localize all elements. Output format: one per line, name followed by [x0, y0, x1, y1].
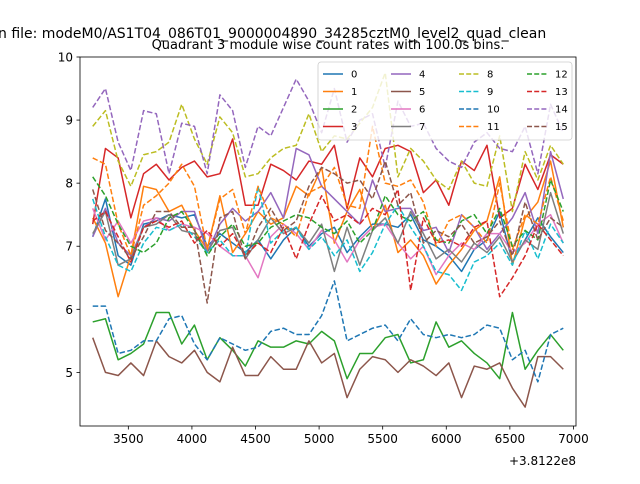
y-tick-label: 10 — [58, 51, 73, 65]
legend-label-5: 5 — [419, 87, 425, 98]
series-line-8 — [92, 72, 564, 213]
legend-label-7: 7 — [419, 122, 425, 133]
legend-label-8: 8 — [487, 70, 493, 81]
legend-label-3: 3 — [351, 122, 357, 133]
series-line-4 — [92, 147, 565, 257]
series-line-9 — [92, 185, 564, 292]
series-line-15 — [92, 160, 564, 304]
x-tick-label: 7000 — [558, 432, 589, 446]
series-line-5 — [92, 337, 564, 408]
series-line-13 — [92, 188, 564, 298]
figure-suptitle: n file: modeM0/AS1T04_086T01_9000004890_… — [0, 26, 546, 42]
x-tick-label: 4500 — [240, 432, 271, 446]
legend-label-1: 1 — [351, 87, 357, 98]
y-tick-label: 7 — [65, 240, 73, 254]
legend-label-6: 6 — [419, 105, 425, 116]
y-tick-label: 6 — [65, 303, 73, 317]
legend-label-2: 2 — [351, 105, 357, 116]
series-line-7 — [92, 191, 564, 273]
legend-label-4: 4 — [419, 70, 425, 81]
legend-label-0: 0 — [351, 70, 357, 81]
series-line-3 — [91, 138, 564, 225]
legend-label-15: 15 — [555, 122, 568, 133]
y-tick-label: 9 — [65, 114, 73, 128]
series-layer — [91, 72, 565, 408]
legend-label-14: 14 — [555, 105, 568, 116]
series-line-12 — [92, 176, 564, 257]
x-tick-label: 5500 — [367, 432, 398, 446]
x-tick-label: 6500 — [495, 432, 526, 446]
chart-title: Quadrant 3 module wise count rates with … — [152, 38, 505, 53]
legend-label-9: 9 — [487, 87, 493, 98]
legend-label-13: 13 — [555, 87, 568, 98]
legend-label-11: 11 — [487, 122, 500, 133]
legend-label-10: 10 — [487, 105, 500, 116]
axes-frame — [79, 56, 577, 427]
legend-frame — [317, 61, 573, 141]
series-line-11 — [92, 125, 565, 257]
x-tick-label: 6000 — [431, 432, 462, 446]
x-tick-label: 4000 — [177, 432, 208, 446]
series-line-10 — [92, 280, 564, 383]
y-tick-label: 5 — [65, 366, 73, 380]
x-tick-label: 3500 — [113, 432, 144, 446]
legend-label-12: 12 — [555, 70, 568, 81]
x-tick-label: 5000 — [304, 432, 335, 446]
y-tick-label: 8 — [65, 177, 73, 191]
x-offset-label: +3.8122e8 — [509, 454, 576, 468]
